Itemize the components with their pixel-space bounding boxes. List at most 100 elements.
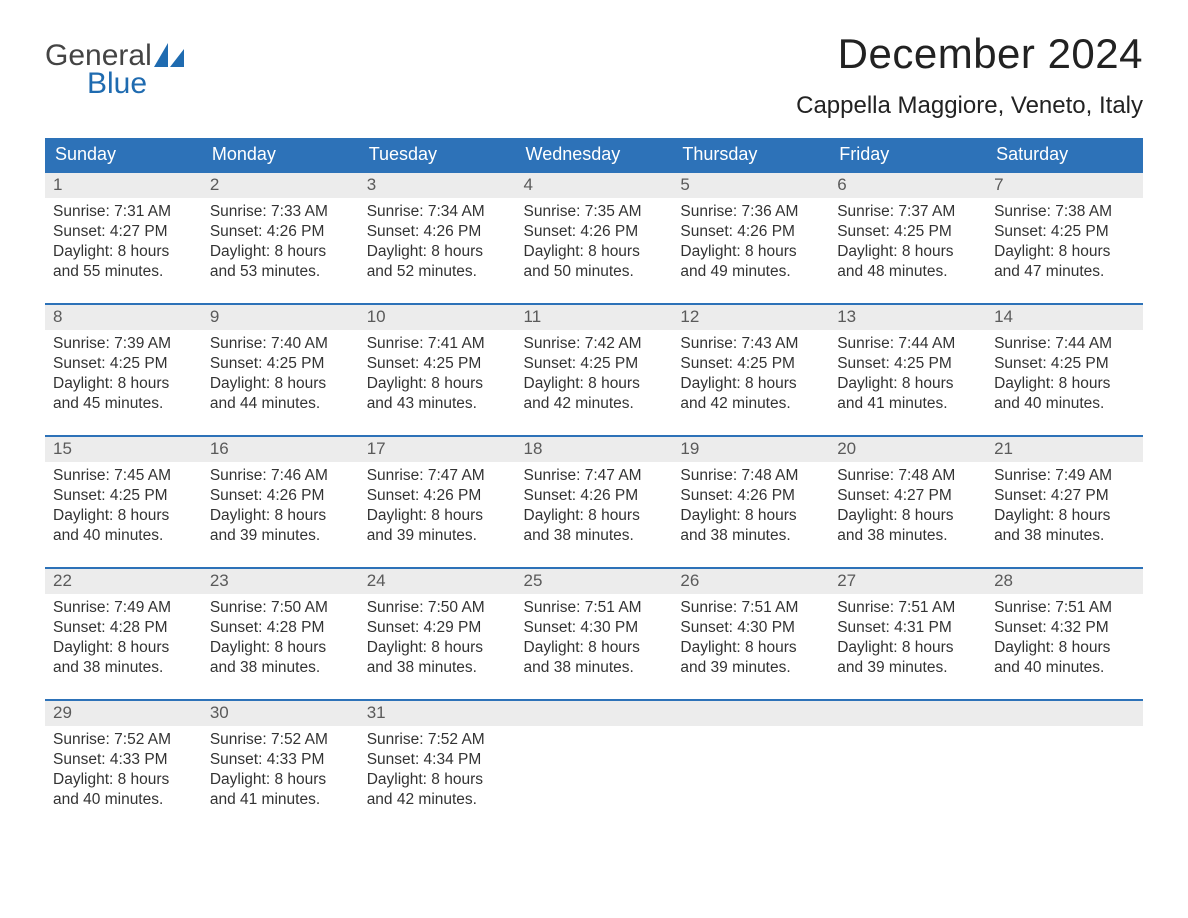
daylight-line-1: Daylight: 8 hours [210, 638, 351, 658]
month-title: December 2024 [796, 30, 1143, 78]
day-number: 1 [45, 171, 202, 198]
day-number: 19 [672, 435, 829, 462]
daylight-line-2: and 38 minutes. [210, 658, 351, 678]
day-number: 28 [986, 567, 1143, 594]
sunrise-line: Sunrise: 7:44 AM [994, 334, 1135, 354]
day-number-bar-empty [829, 699, 986, 726]
sunset-line: Sunset: 4:31 PM [837, 618, 978, 638]
daylight-line-1: Daylight: 8 hours [367, 638, 508, 658]
day-number: 13 [829, 303, 986, 330]
daylight-line-1: Daylight: 8 hours [367, 506, 508, 526]
daylight-line-1: Daylight: 8 hours [367, 770, 508, 790]
sunset-line: Sunset: 4:26 PM [210, 486, 351, 506]
day-data: Sunrise: 7:49 AMSunset: 4:28 PMDaylight:… [45, 594, 202, 679]
calendar-day-cell: 9Sunrise: 7:40 AMSunset: 4:25 PMDaylight… [202, 303, 359, 435]
daylight-line-2: and 40 minutes. [53, 790, 194, 810]
sunset-line: Sunset: 4:25 PM [837, 222, 978, 242]
day-number: 17 [359, 435, 516, 462]
sunset-line: Sunset: 4:25 PM [210, 354, 351, 374]
day-data: Sunrise: 7:51 AMSunset: 4:32 PMDaylight:… [986, 594, 1143, 679]
weekday-header: Wednesday [516, 138, 673, 171]
calendar-day-cell: 25Sunrise: 7:51 AMSunset: 4:30 PMDayligh… [516, 567, 673, 699]
day-number-bar-empty [672, 699, 829, 726]
day-number: 8 [45, 303, 202, 330]
day-data: Sunrise: 7:44 AMSunset: 4:25 PMDaylight:… [986, 330, 1143, 415]
sunset-line: Sunset: 4:26 PM [524, 486, 665, 506]
daylight-line-2: and 43 minutes. [367, 394, 508, 414]
daylight-line-1: Daylight: 8 hours [680, 374, 821, 394]
sunset-line: Sunset: 4:28 PM [210, 618, 351, 638]
calendar-day-cell: 31Sunrise: 7:52 AMSunset: 4:34 PMDayligh… [359, 699, 516, 831]
sunset-line: Sunset: 4:30 PM [680, 618, 821, 638]
calendar-day-cell: 11Sunrise: 7:42 AMSunset: 4:25 PMDayligh… [516, 303, 673, 435]
daylight-line-2: and 38 minutes. [994, 526, 1135, 546]
sunrise-line: Sunrise: 7:51 AM [524, 598, 665, 618]
calendar-day-cell: 16Sunrise: 7:46 AMSunset: 4:26 PMDayligh… [202, 435, 359, 567]
calendar-day-cell [986, 699, 1143, 831]
sunset-line: Sunset: 4:29 PM [367, 618, 508, 638]
location-subtitle: Cappella Maggiore, Veneto, Italy [796, 92, 1143, 120]
day-data: Sunrise: 7:40 AMSunset: 4:25 PMDaylight:… [202, 330, 359, 415]
sunset-line: Sunset: 4:27 PM [994, 486, 1135, 506]
daylight-line-2: and 41 minutes. [210, 790, 351, 810]
daylight-line-1: Daylight: 8 hours [210, 374, 351, 394]
daylight-line-2: and 42 minutes. [680, 394, 821, 414]
sunrise-line: Sunrise: 7:43 AM [680, 334, 821, 354]
sunrise-line: Sunrise: 7:41 AM [367, 334, 508, 354]
daylight-line-2: and 39 minutes. [210, 526, 351, 546]
calendar-week-row: 8Sunrise: 7:39 AMSunset: 4:25 PMDaylight… [45, 303, 1143, 435]
sunrise-line: Sunrise: 7:51 AM [994, 598, 1135, 618]
daylight-line-1: Daylight: 8 hours [53, 242, 194, 262]
calendar-day-cell: 17Sunrise: 7:47 AMSunset: 4:26 PMDayligh… [359, 435, 516, 567]
sunset-line: Sunset: 4:26 PM [367, 222, 508, 242]
daylight-line-1: Daylight: 8 hours [210, 242, 351, 262]
sunrise-line: Sunrise: 7:31 AM [53, 202, 194, 222]
day-number: 23 [202, 567, 359, 594]
day-data: Sunrise: 7:48 AMSunset: 4:27 PMDaylight:… [829, 462, 986, 547]
sunrise-line: Sunrise: 7:35 AM [524, 202, 665, 222]
calendar-day-cell: 3Sunrise: 7:34 AMSunset: 4:26 PMDaylight… [359, 171, 516, 303]
calendar-day-cell: 23 Sunrise: 7:50 AMSunset: 4:28 PMDayligh… [202, 567, 359, 699]
day-data: Sunrise: 7:45 AMSunset: 4:25 PMDaylight:… [45, 462, 202, 547]
daylight-line-2: and 50 minutes. [524, 262, 665, 282]
sunset-line: Sunset: 4:27 PM [53, 222, 194, 242]
day-data: Sunrise: 7:38 AMSunset: 4:25 PMDaylight:… [986, 198, 1143, 283]
sunrise-line: Sunrise: 7:50 AM [210, 598, 351, 618]
day-number: 4 [516, 171, 673, 198]
day-data: Sunrise: 7:33 AMSunset: 4:26 PMDaylight:… [202, 198, 359, 283]
calendar-day-cell: 28Sunrise: 7:51 AMSunset: 4:32 PMDayligh… [986, 567, 1143, 699]
day-number: 16 [202, 435, 359, 462]
daylight-line-1: Daylight: 8 hours [367, 374, 508, 394]
calendar-day-cell: 27Sunrise: 7:51 AMSunset: 4:31 PMDayligh… [829, 567, 986, 699]
calendar-day-cell: 15Sunrise: 7:45 AMSunset: 4:25 PMDayligh… [45, 435, 202, 567]
title-block: December 2024 Cappella Maggiore, Veneto,… [796, 30, 1143, 134]
day-data: Sunrise: 7:42 AMSunset: 4:25 PMDaylight:… [516, 330, 673, 415]
day-number: 20 [829, 435, 986, 462]
daylight-line-1: Daylight: 8 hours [210, 506, 351, 526]
daylight-line-2: and 41 minutes. [837, 394, 978, 414]
weekday-header: Sunday [45, 138, 202, 171]
calendar-day-cell: 5Sunrise: 7:36 AMSunset: 4:26 PMDaylight… [672, 171, 829, 303]
day-number: 6 [829, 171, 986, 198]
sunset-line: Sunset: 4:26 PM [680, 222, 821, 242]
daylight-line-1: Daylight: 8 hours [680, 506, 821, 526]
day-number: 15 [45, 435, 202, 462]
daylight-line-1: Daylight: 8 hours [53, 770, 194, 790]
sunset-line: Sunset: 4:25 PM [837, 354, 978, 374]
brand-sail-icon [154, 43, 188, 69]
weekday-header: Tuesday [359, 138, 516, 171]
calendar-day-cell: 2Sunrise: 7:33 AMSunset: 4:26 PMDaylight… [202, 171, 359, 303]
calendar-day-cell: 22Sunrise: 7:49 AMSunset: 4:28 PMDayligh… [45, 567, 202, 699]
daylight-line-2: and 39 minutes. [367, 526, 508, 546]
day-data: Sunrise: 7:51 AMSunset: 4:31 PMDaylight:… [829, 594, 986, 679]
daylight-line-2: and 38 minutes. [524, 658, 665, 678]
header: General Blue December 2024 Cappella Magg… [45, 30, 1143, 134]
sunrise-line: Sunrise: 7:50 AM [367, 598, 508, 618]
day-number: 14 [986, 303, 1143, 330]
day-data: Sunrise: 7:31 AMSunset: 4:27 PMDaylight:… [45, 198, 202, 283]
sunset-line: Sunset: 4:26 PM [524, 222, 665, 242]
calendar-day-cell: 1Sunrise: 7:31 AMSunset: 4:27 PMDaylight… [45, 171, 202, 303]
day-number: 31 [359, 699, 516, 726]
daylight-line-1: Daylight: 8 hours [53, 374, 194, 394]
day-data: Sunrise: 7:41 AMSunset: 4:25 PMDaylight:… [359, 330, 516, 415]
